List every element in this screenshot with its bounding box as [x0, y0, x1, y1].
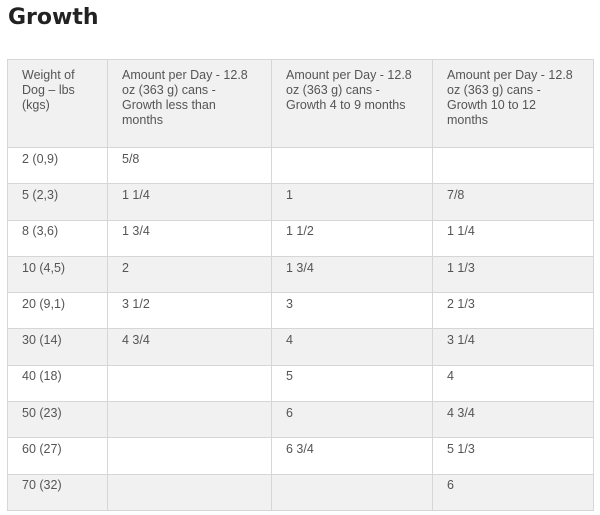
cell-growth-10-to-12: 6 [432, 473, 594, 511]
cell-growth-10-to-12: 4 [432, 364, 594, 403]
cell-value: 3 1/2 [122, 296, 150, 311]
cell-weight: 10 (4,5) [7, 255, 108, 294]
cell-growth-less-than: 1 1/4 [107, 183, 272, 221]
cell-weight: 60 (27) [7, 437, 108, 475]
cell-value: 7/8 [447, 187, 465, 202]
table-row: 60 (27) 6 3/4 5 1/3 [7, 437, 594, 475]
cell-growth-4-to-9: 1 [271, 183, 433, 221]
cell-growth-4-to-9 [271, 473, 433, 511]
cell-growth-less-than: 2 [107, 255, 272, 294]
cell-value: 5 1/3 [447, 442, 475, 457]
cell-growth-4-to-9: 5 [271, 364, 433, 403]
cell-value: 2 1/3 [447, 296, 475, 311]
cell-growth-less-than [107, 401, 272, 439]
table-body: 2 (0,9) 5/8 5 (2,3) 1 1/4 1 7/8 8 (3,6) 1 3/4 1 … [7, 146, 594, 511]
table-row: 50 (23) 6 4 3/4 [7, 401, 594, 439]
page-title: Growth [8, 5, 99, 30]
cell-growth-10-to-12: 3 1/4 [432, 328, 594, 366]
cell-weight: 70 (32) [7, 473, 108, 511]
cell-value: 5 (2,3) [22, 187, 59, 202]
cell-value: 1 1/2 [286, 224, 314, 239]
cell-value: 6 [286, 405, 293, 420]
cell-value: 4 3/4 [447, 405, 475, 420]
cell-value: 4 3/4 [122, 333, 150, 348]
cell-value: 1 1/4 [447, 224, 475, 239]
header-growth-10-to-12: Amount per Day - 12.8 oz (363 g) cans - … [432, 59, 594, 148]
cell-value: 6 3/4 [286, 442, 314, 457]
cell-growth-10-to-12: 7/8 [432, 183, 594, 221]
cell-growth-10-to-12: 5 1/3 [432, 437, 594, 475]
cell-weight: 2 (0,9) [7, 146, 108, 185]
cell-weight: 8 (3,6) [7, 219, 108, 257]
cell-value: 2 (0,9) [22, 151, 59, 166]
cell-value: 5 [286, 369, 293, 384]
table-header: Weight of Dog – lbs (kgs) Amount per Day… [7, 59, 594, 148]
cell-weight: 20 (9,1) [7, 292, 108, 330]
cell-value: 1 1/4 [122, 187, 150, 202]
cell-value: 4 [286, 333, 293, 348]
header-growth-less-than: Amount per Day - 12.8 oz (363 g) cans - … [107, 59, 272, 148]
cell-value: 1 [286, 187, 293, 202]
cell-value: 1 3/4 [286, 260, 314, 275]
cell-growth-10-to-12: 4 3/4 [432, 401, 594, 439]
cell-value: 20 (9,1) [22, 296, 66, 311]
table-row: 10 (4,5) 2 1 3/4 1 1/3 [7, 255, 594, 294]
table-row: 5 (2,3) 1 1/4 1 7/8 [7, 183, 594, 221]
cell-value: 4 [447, 369, 454, 384]
cell-growth-10-to-12 [432, 146, 594, 185]
cell-growth-less-than [107, 473, 272, 511]
cell-weight: 30 (14) [7, 328, 108, 366]
cell-value: 5/8 [122, 151, 140, 166]
table-row: 40 (18) 5 4 [7, 364, 594, 403]
table-row: 8 (3,6) 1 3/4 1 1/2 1 1/4 [7, 219, 594, 257]
cell-value: 3 [286, 296, 293, 311]
cell-growth-less-than: 5/8 [107, 146, 272, 185]
cell-growth-4-to-9: 1 3/4 [271, 255, 433, 294]
feeding-table: Weight of Dog – lbs (kgs) Amount per Day… [7, 59, 594, 511]
cell-value: 50 (23) [22, 405, 62, 420]
header-growth-4-to-9: Amount per Day - 12.8 oz (363 g) cans - … [271, 59, 433, 148]
cell-weight: 5 (2,3) [7, 183, 108, 221]
cell-growth-4-to-9: 4 [271, 328, 433, 366]
cell-value: 40 (18) [22, 369, 62, 384]
cell-value: 30 (14) [22, 333, 62, 348]
cell-growth-less-than: 1 3/4 [107, 219, 272, 257]
cell-growth-10-to-12: 1 1/3 [432, 255, 594, 294]
cell-value: 70 (32) [22, 478, 62, 493]
header-weight: Weight of Dog – lbs (kgs) [7, 59, 108, 148]
table-row: 30 (14) 4 3/4 4 3 1/4 [7, 328, 594, 366]
table-row: 70 (32) 6 [7, 473, 594, 511]
table-row: 20 (9,1) 3 1/2 3 2 1/3 [7, 292, 594, 330]
cell-growth-4-to-9: 3 [271, 292, 433, 330]
cell-value: 6 [447, 478, 454, 493]
cell-growth-4-to-9: 6 [271, 401, 433, 439]
cell-value: 3 1/4 [447, 333, 475, 348]
table-row: 2 (0,9) 5/8 [7, 146, 594, 185]
cell-value: 8 (3,6) [22, 224, 59, 239]
cell-value: 1 3/4 [122, 224, 150, 239]
cell-value: 1 1/3 [447, 260, 475, 275]
cell-value: 60 (27) [22, 442, 62, 457]
cell-growth-less-than [107, 364, 272, 403]
cell-weight: 40 (18) [7, 364, 108, 403]
cell-growth-less-than: 3 1/2 [107, 292, 272, 330]
cell-growth-10-to-12: 2 1/3 [432, 292, 594, 330]
header-row: Weight of Dog – lbs (kgs) Amount per Day… [7, 59, 594, 148]
cell-growth-less-than: 4 3/4 [107, 328, 272, 366]
cell-growth-less-than [107, 437, 272, 475]
cell-growth-4-to-9: 6 3/4 [271, 437, 433, 475]
cell-growth-4-to-9 [271, 146, 433, 185]
cell-weight: 50 (23) [7, 401, 108, 439]
cell-growth-10-to-12: 1 1/4 [432, 219, 594, 257]
cell-value: 2 [122, 260, 129, 275]
cell-growth-4-to-9: 1 1/2 [271, 219, 433, 257]
cell-value: 10 (4,5) [22, 260, 66, 275]
